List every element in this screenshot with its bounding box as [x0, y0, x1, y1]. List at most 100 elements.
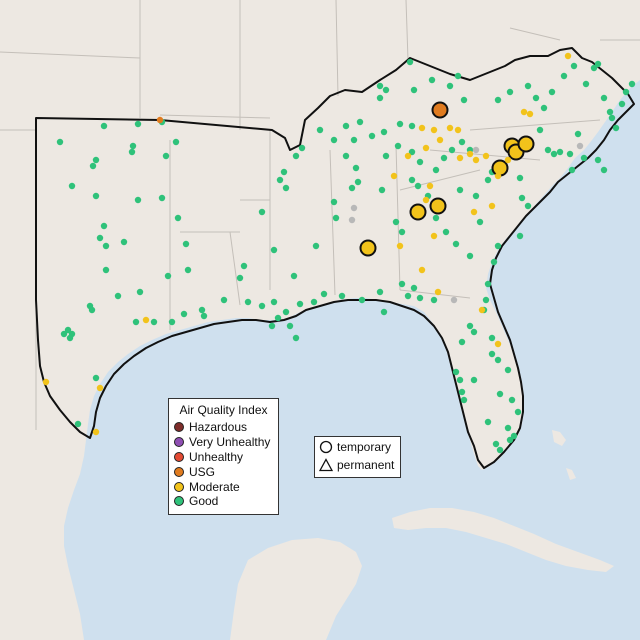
site-marker-good	[560, 72, 568, 80]
site-marker-moderate	[142, 316, 150, 324]
site-marker-good	[376, 82, 384, 90]
site-marker-good	[240, 262, 248, 270]
site-marker-good	[532, 94, 540, 102]
moderate-swatch	[174, 481, 184, 492]
site-marker-good	[454, 72, 462, 80]
state-lines	[0, 0, 640, 430]
site-marker-good	[594, 156, 602, 164]
site-marker-good	[504, 366, 512, 374]
site-marker-good	[200, 312, 208, 320]
legend-label: USG	[189, 464, 216, 479]
site-marker-good	[342, 122, 350, 130]
site-marker-moderate-temporary	[429, 197, 447, 215]
site-marker-good	[88, 306, 96, 314]
site-marker-good	[488, 334, 496, 342]
site-marker-good	[378, 186, 386, 194]
site-marker-moderate	[422, 196, 430, 204]
site-marker-good	[270, 246, 278, 254]
site-marker-good	[184, 266, 192, 274]
site-marker-good	[398, 280, 406, 288]
site-marker-good	[408, 176, 416, 184]
site-marker-good	[332, 214, 340, 222]
site-marker-good	[290, 272, 298, 280]
site-marker-good	[320, 290, 328, 298]
site-marker-moderate-temporary	[517, 135, 535, 153]
site-marker-good	[540, 104, 548, 112]
site-marker-good	[408, 122, 416, 130]
site-marker-good	[466, 322, 474, 330]
site-marker-good	[164, 272, 172, 280]
site-marker-good	[56, 138, 64, 146]
good-swatch	[174, 496, 184, 507]
site-marker-good	[506, 88, 514, 96]
legend-item-unhealthy: Unhealthy	[169, 450, 278, 465]
site-marker-moderate	[430, 232, 438, 240]
site-marker-good	[330, 136, 338, 144]
site-marker-good	[310, 298, 318, 306]
temporary-label: temporary	[337, 440, 392, 454]
site-marker-good	[566, 150, 574, 158]
site-marker-good	[470, 376, 478, 384]
site-marker-good	[524, 82, 532, 90]
aqi-legend-title: Air Quality Index	[179, 403, 268, 417]
legend-item-usg: USG	[169, 464, 278, 479]
site-marker-good	[129, 142, 137, 150]
site-marker-good	[382, 152, 390, 160]
site-marker-good	[134, 196, 142, 204]
site-marker-no-data	[348, 216, 356, 224]
site-marker-moderate	[564, 52, 572, 60]
site-marker-moderate	[520, 108, 528, 116]
site-marker-good	[220, 296, 228, 304]
site-marker-good	[618, 100, 626, 108]
very-unhealthy-swatch	[174, 437, 184, 448]
site-marker-good	[510, 432, 518, 440]
site-marker-good	[458, 338, 466, 346]
site-marker-moderate	[454, 126, 462, 134]
site-marker-good	[458, 388, 466, 396]
site-marker-good	[608, 114, 616, 122]
site-marker-no-data	[472, 146, 480, 154]
site-marker-good	[472, 192, 480, 200]
site-marker-moderate	[494, 340, 502, 348]
site-marker-good	[66, 334, 74, 342]
site-marker-good	[316, 126, 324, 134]
site-marker-good	[628, 80, 636, 88]
site-marker-good	[416, 294, 424, 302]
site-marker-good	[516, 232, 524, 240]
site-marker-usg	[156, 116, 164, 124]
site-marker-good	[600, 94, 608, 102]
site-marker-good	[182, 240, 190, 248]
site-marker-good	[100, 222, 108, 230]
site-marker-good	[296, 300, 304, 308]
site-marker-good	[172, 138, 180, 146]
site-marker-good	[492, 440, 500, 448]
aqi-legend: Air Quality Index Hazardous Very Unhealt…	[168, 398, 279, 515]
site-marker-good	[102, 242, 110, 250]
site-marker-good	[134, 120, 142, 128]
unhealthy-swatch	[174, 451, 184, 462]
site-marker-moderate-temporary	[491, 159, 509, 177]
site-marker-good	[568, 166, 576, 174]
site-marker-good	[292, 334, 300, 342]
site-marker-moderate-temporary	[359, 239, 377, 257]
legend-item-moderate: Moderate	[169, 479, 278, 494]
site-marker-good	[460, 96, 468, 104]
site-marker-moderate	[482, 152, 490, 160]
site-marker-good	[430, 296, 438, 304]
site-marker-good	[342, 152, 350, 160]
site-marker-good	[382, 86, 390, 94]
site-marker-moderate	[470, 208, 478, 216]
site-marker-good	[496, 446, 504, 454]
site-marker-moderate	[494, 172, 502, 180]
site-marker-good	[574, 130, 582, 138]
site-marker-good	[74, 420, 82, 428]
site-marker-good	[354, 178, 362, 186]
site-marker-good	[394, 142, 402, 150]
site-marker-good	[358, 296, 366, 304]
site-marker-good	[380, 308, 388, 316]
site-marker-good	[350, 136, 358, 144]
site-marker-good	[298, 144, 306, 152]
site-marker-good	[408, 148, 416, 156]
site-marker-good	[180, 310, 188, 318]
